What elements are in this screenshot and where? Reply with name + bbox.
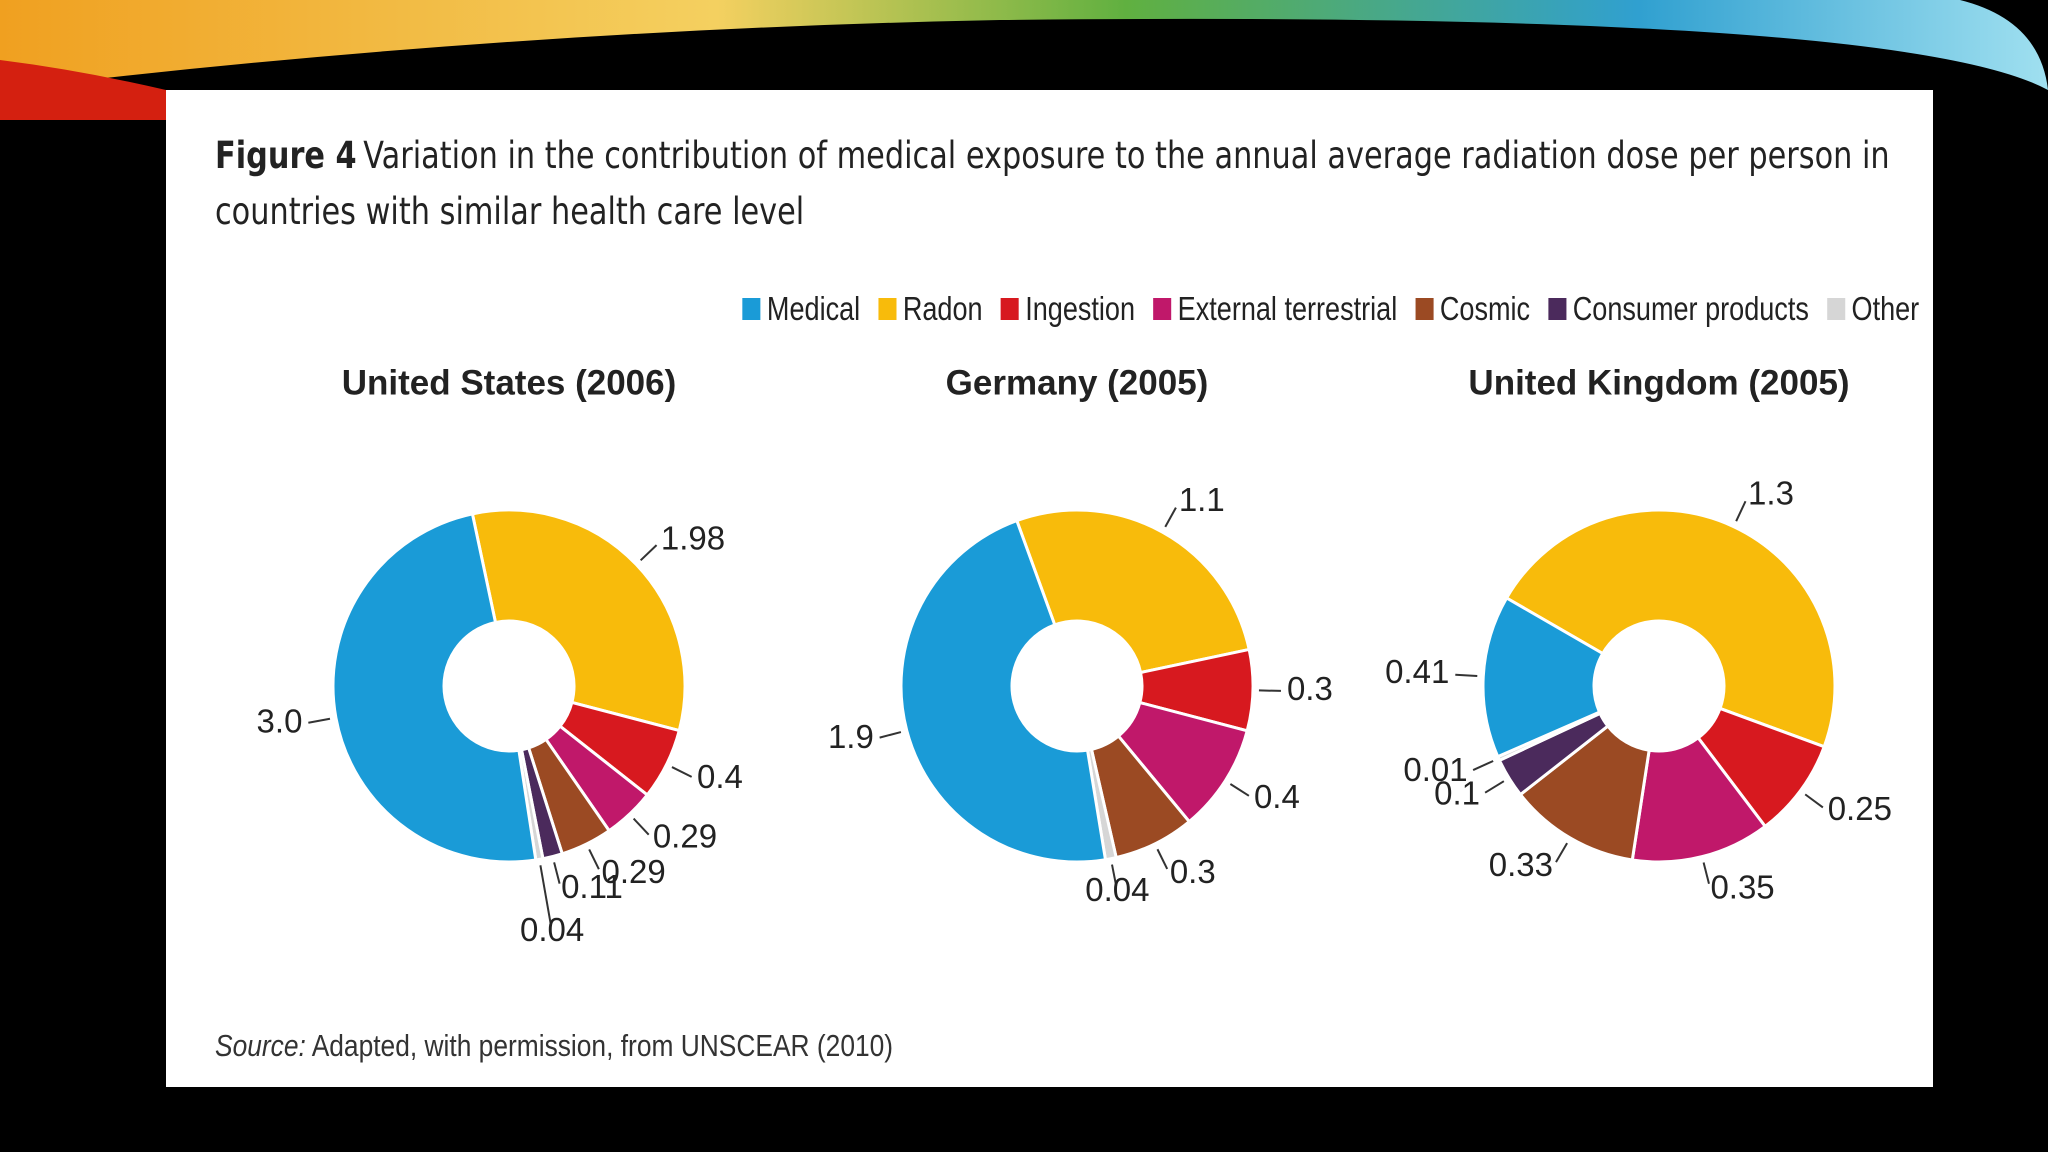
- source-text: Adapted, with permission, from UNSCEAR (…: [311, 1028, 894, 1063]
- leader-line: [308, 717, 331, 724]
- value-label: 3.0: [257, 703, 303, 740]
- legend-swatch: [1547, 298, 1566, 320]
- value-label: 1.98: [661, 520, 725, 557]
- leader-line: [1555, 842, 1568, 863]
- legend-label: Other: [1851, 290, 1919, 327]
- value-label: 0.1: [1434, 775, 1480, 812]
- legend-swatch: [1000, 298, 1019, 320]
- legend-swatch: [878, 298, 897, 320]
- source-label: Source:: [215, 1028, 306, 1063]
- leader-line: [553, 862, 561, 884]
- leader-line: [879, 731, 902, 739]
- value-label: 0.35: [1710, 868, 1774, 905]
- leader-line: [1702, 862, 1710, 885]
- leader-line: [1804, 793, 1824, 809]
- legend-item: External terrestrial: [1152, 290, 1398, 328]
- value-label: 0.25: [1828, 790, 1892, 827]
- value-label: 0.04: [1085, 871, 1149, 908]
- leader-line: [1258, 689, 1281, 692]
- legend-swatch: [742, 298, 761, 320]
- leader-line: [1164, 507, 1177, 528]
- value-label: 0.33: [1489, 846, 1553, 883]
- legend-swatch: [1415, 298, 1434, 320]
- legend-item: Other: [1826, 290, 1919, 328]
- legend-label: Consumer products: [1572, 290, 1809, 327]
- leader-line: [1455, 673, 1478, 677]
- value-label: 0.04: [520, 911, 584, 948]
- value-label: 0.11: [561, 868, 623, 905]
- legend-label: Ingestion: [1025, 290, 1135, 327]
- value-label: 0.29: [602, 853, 666, 890]
- legend-label: Medical: [766, 290, 860, 327]
- source: Source: Adapted, with permission, from U…: [215, 1028, 893, 1064]
- chart-title: United States (2006): [342, 363, 677, 402]
- legend-item: Ingestion: [1000, 290, 1135, 328]
- legend-item: Medical: [742, 290, 860, 328]
- legend-label: External terrestrial: [1177, 290, 1398, 327]
- donut-slice: [1504, 508, 1837, 749]
- figure-caption: Variation in the contribution of medical…: [215, 134, 1890, 233]
- value-label: 0.29: [653, 818, 717, 855]
- legend-item: Radon: [878, 290, 982, 328]
- donut-slice: [470, 508, 687, 733]
- leader-line: [632, 817, 650, 836]
- figure-title: Figure 4 Variation in the contribution of…: [215, 128, 1912, 240]
- legend-swatch: [1152, 298, 1171, 320]
- donut-slice: [331, 512, 538, 864]
- value-label: 1.9: [828, 718, 874, 755]
- leader-line: [588, 848, 600, 870]
- leader-line: [671, 766, 693, 778]
- donut-slice: [1481, 595, 1605, 759]
- leader-line: [1472, 760, 1494, 771]
- value-label: 0.3: [1170, 853, 1216, 890]
- leader-line: [639, 544, 658, 562]
- leader-line: [1229, 783, 1250, 797]
- leader-line: [539, 865, 553, 927]
- figure-label: Figure 4: [215, 134, 357, 177]
- legend-swatch: [1826, 298, 1845, 320]
- value-label: 0.41: [1385, 653, 1449, 690]
- legend-item: Cosmic: [1415, 290, 1530, 328]
- donut-slice: [1518, 723, 1651, 862]
- value-label: 1.3: [1748, 475, 1794, 512]
- donut-slice: [1014, 508, 1251, 675]
- legend: Medical Radon Ingestion External terrestria…: [742, 290, 1919, 328]
- chart-title: United Kingdom (2005): [1468, 363, 1849, 402]
- donut-slice: [899, 518, 1108, 864]
- value-label: 1.1: [1179, 481, 1225, 518]
- decoration: [0, 0, 2048, 120]
- leader-line: [1156, 848, 1169, 870]
- donut-slice: [1630, 735, 1768, 864]
- leader-line: [1484, 780, 1505, 794]
- leader-line: [1111, 864, 1118, 887]
- value-label: 0.01: [1403, 751, 1467, 788]
- legend-label: Radon: [902, 290, 983, 327]
- value-label: 0.4: [1254, 778, 1300, 815]
- value-label: 0.4: [697, 758, 743, 795]
- chart-title: Germany (2005): [946, 363, 1209, 402]
- legend-label: Cosmic: [1439, 290, 1530, 327]
- leader-line: [1735, 500, 1747, 522]
- legend-item: Consumer products: [1547, 290, 1809, 328]
- value-label: 0.3: [1287, 670, 1333, 707]
